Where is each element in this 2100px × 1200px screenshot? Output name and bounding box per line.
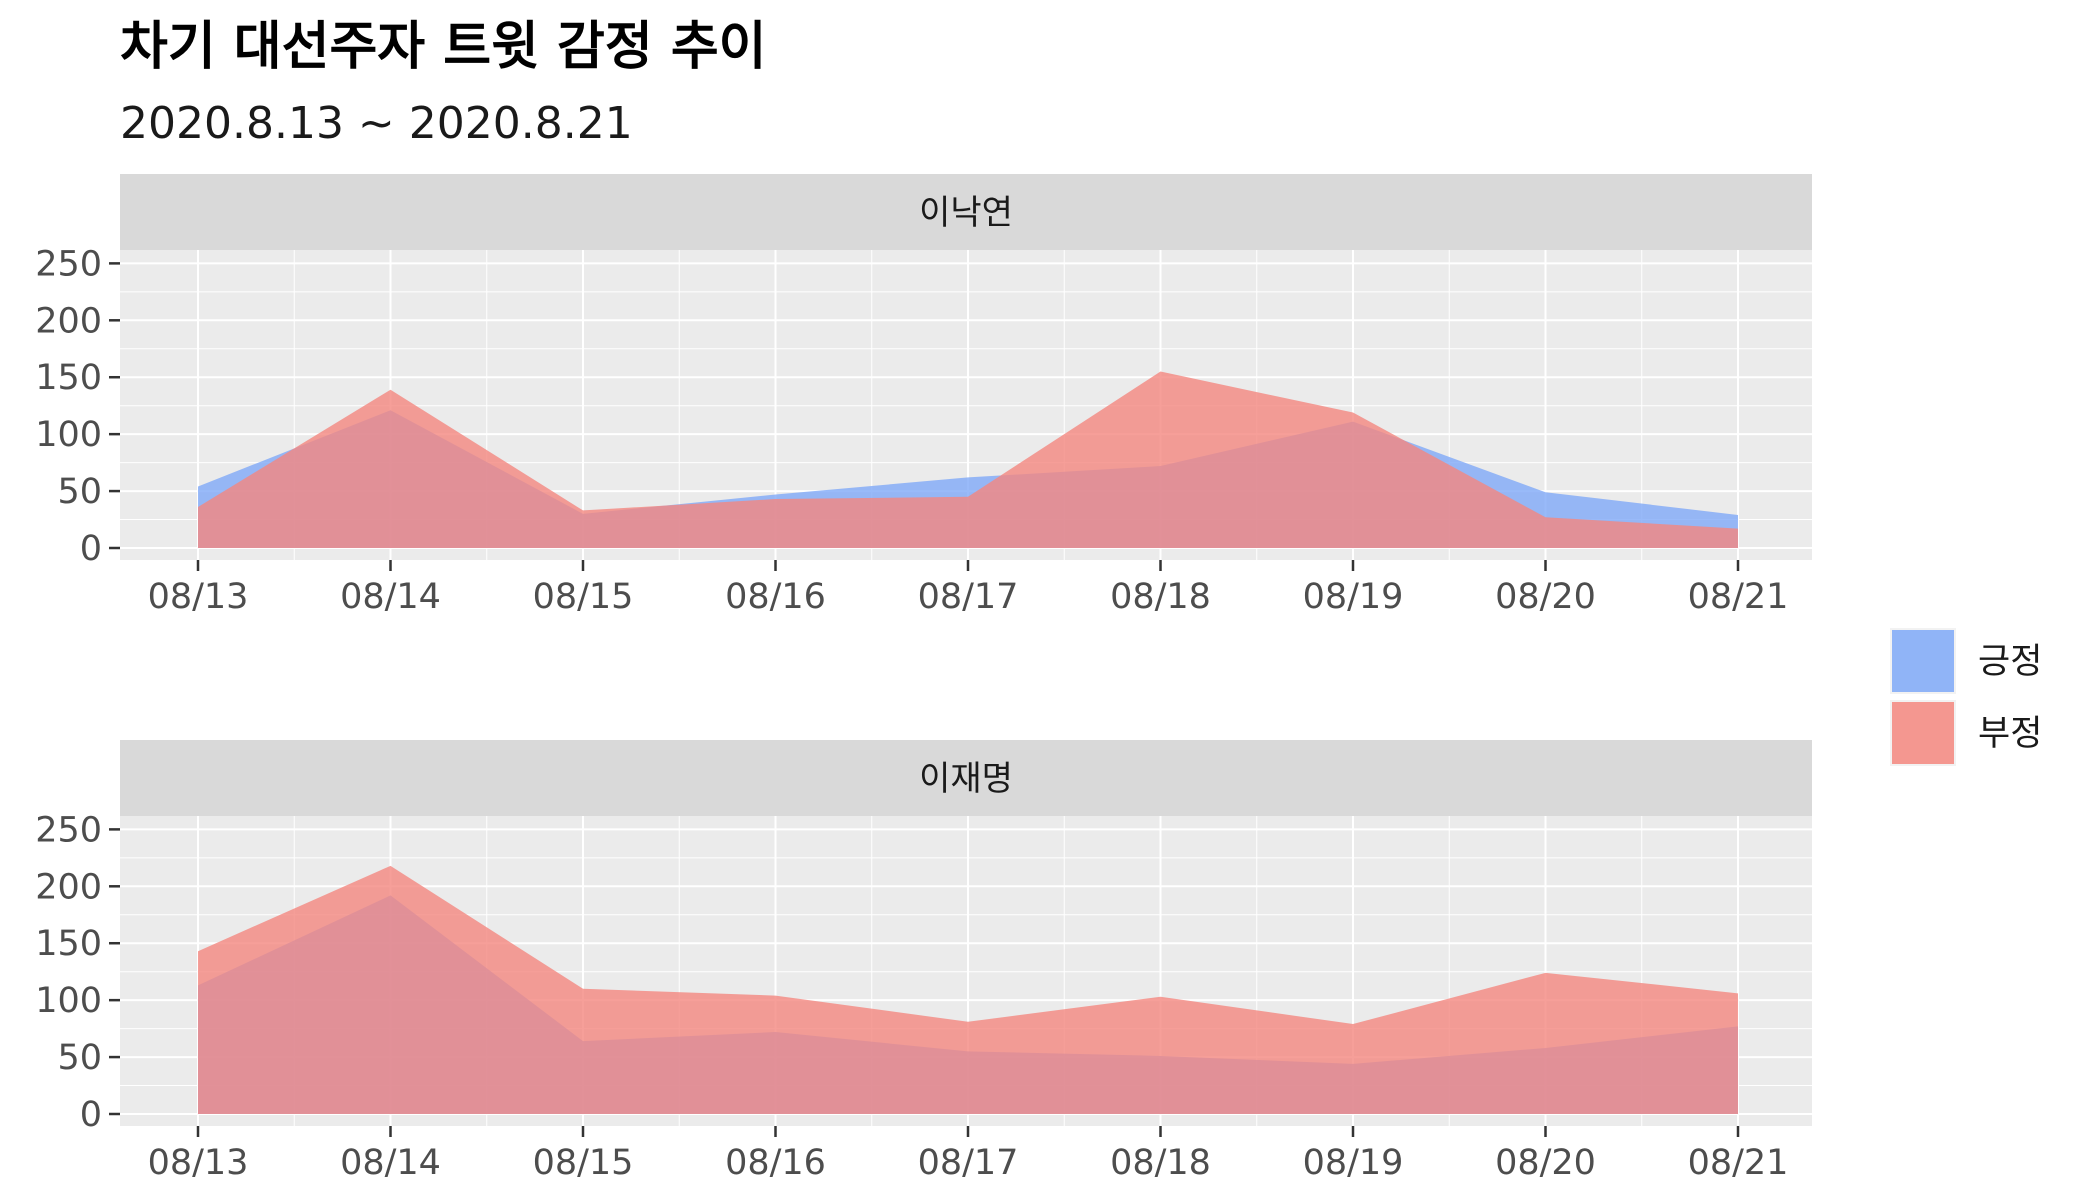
y-tick-label: 250 xyxy=(35,244,102,284)
y-tick-label: 200 xyxy=(35,867,102,907)
y-tick-label: 50 xyxy=(57,472,102,512)
x-tick-label: 08/16 xyxy=(725,1143,826,1183)
y-tick-label: 0 xyxy=(80,529,102,569)
legend-key-swatch xyxy=(1892,630,1954,692)
x-tick-label: 08/19 xyxy=(1303,577,1404,617)
panel-strip xyxy=(120,174,1812,250)
x-tick-label: 08/13 xyxy=(148,577,249,617)
x-tick-label: 08/15 xyxy=(533,577,634,617)
x-tick-label: 08/14 xyxy=(340,577,441,617)
x-tick-label: 08/17 xyxy=(918,577,1019,617)
legend-label: 긍정 xyxy=(1978,642,2042,682)
chart-subtitle: 2020.8.13 ~ 2020.8.21 xyxy=(120,98,633,149)
panel-strip-label: 이재명 xyxy=(919,759,1013,799)
y-tick-label: 150 xyxy=(35,358,102,398)
y-tick-label: 50 xyxy=(57,1038,102,1078)
y-tick-label: 250 xyxy=(35,810,102,850)
panels: 이낙연 0 50 100 150 200 250 08/13 08/14 08/15 08/16 08… xyxy=(35,174,1812,1183)
x-tick-label: 08/19 xyxy=(1303,1143,1404,1183)
panel-strip-label: 이낙연 xyxy=(919,193,1013,233)
x-tick-label: 08/14 xyxy=(340,1143,441,1183)
x-tick-label: 08/15 xyxy=(533,1143,634,1183)
x-tick-label: 08/16 xyxy=(725,577,826,617)
x-tick-label: 08/18 xyxy=(1110,1143,1211,1183)
y-tick-label: 100 xyxy=(35,415,102,455)
area-series-부정 xyxy=(198,865,1738,1114)
x-tick-label: 08/21 xyxy=(1688,1143,1789,1183)
legend-label: 부정 xyxy=(1978,714,2042,754)
x-tick-label: 08/20 xyxy=(1495,1143,1596,1183)
y-tick-label: 200 xyxy=(35,301,102,341)
legend-item: 부정 xyxy=(1890,700,2042,766)
x-tick-label: 08/17 xyxy=(918,1143,1019,1183)
x-tick-label: 08/18 xyxy=(1110,577,1211,617)
x-tick-label: 08/13 xyxy=(148,1143,249,1183)
x-tick-label: 08/20 xyxy=(1495,577,1596,617)
area-series-부정 xyxy=(198,371,1738,548)
x-tick-label: 08/21 xyxy=(1688,577,1789,617)
legend-item: 긍정 xyxy=(1890,628,2042,694)
legend-key-swatch xyxy=(1892,702,1954,764)
y-tick-label: 0 xyxy=(80,1095,102,1135)
chart-title: 차기 대선주자 트윗 감정 추이 xyxy=(120,17,767,77)
y-tick-label: 150 xyxy=(35,924,102,964)
panel-2: 이재명 0 50 100 150 200 250 08/13 08/14 08/15 08/16 08… xyxy=(35,740,1812,1183)
panel-1: 이낙연 0 50 100 150 200 250 08/13 08/14 08/15 08/16 08… xyxy=(35,174,1812,617)
panel-strip xyxy=(120,740,1812,816)
y-tick-label: 100 xyxy=(35,981,102,1021)
